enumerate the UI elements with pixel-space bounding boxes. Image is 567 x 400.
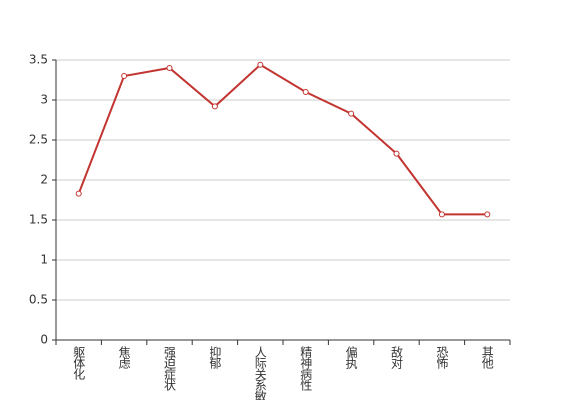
x-tick-label: 敌对 xyxy=(390,345,404,369)
x-tick-label: 其他 xyxy=(480,346,494,369)
point xyxy=(75,190,82,197)
x-tick-label: 偏执 xyxy=(344,345,358,370)
point xyxy=(211,103,218,110)
point xyxy=(166,65,173,71)
y-tick-label: 2.5 xyxy=(29,133,48,147)
point xyxy=(121,73,128,79)
point xyxy=(484,211,491,218)
x-tick-label: 人际关系敏感 xyxy=(253,346,267,400)
y-tick-label: 1 xyxy=(40,253,48,267)
point xyxy=(348,110,355,117)
y-tick-label: 0 xyxy=(40,333,48,347)
x-tick-label: 精神病性 xyxy=(299,346,313,392)
point xyxy=(393,150,400,157)
y-tick-label: 3.5 xyxy=(29,53,48,67)
y-tick-label: 0.5 xyxy=(29,293,48,307)
y-tick-label: 1.5 xyxy=(29,213,48,227)
y-tick-label: 2 xyxy=(40,173,48,187)
line xyxy=(77,63,488,216)
point xyxy=(438,211,445,218)
point xyxy=(257,61,264,68)
x-tick-label: 抑郁 xyxy=(208,345,222,370)
x-tick-label: 强迫症状 xyxy=(163,346,177,391)
x-tick-label: 躯体化 xyxy=(72,345,86,381)
point xyxy=(302,89,309,95)
y-tick-label: 3 xyxy=(40,93,48,107)
x-tick-label: 恐怖 xyxy=(435,346,449,369)
x-tick-label: 焦虑 xyxy=(117,346,131,369)
